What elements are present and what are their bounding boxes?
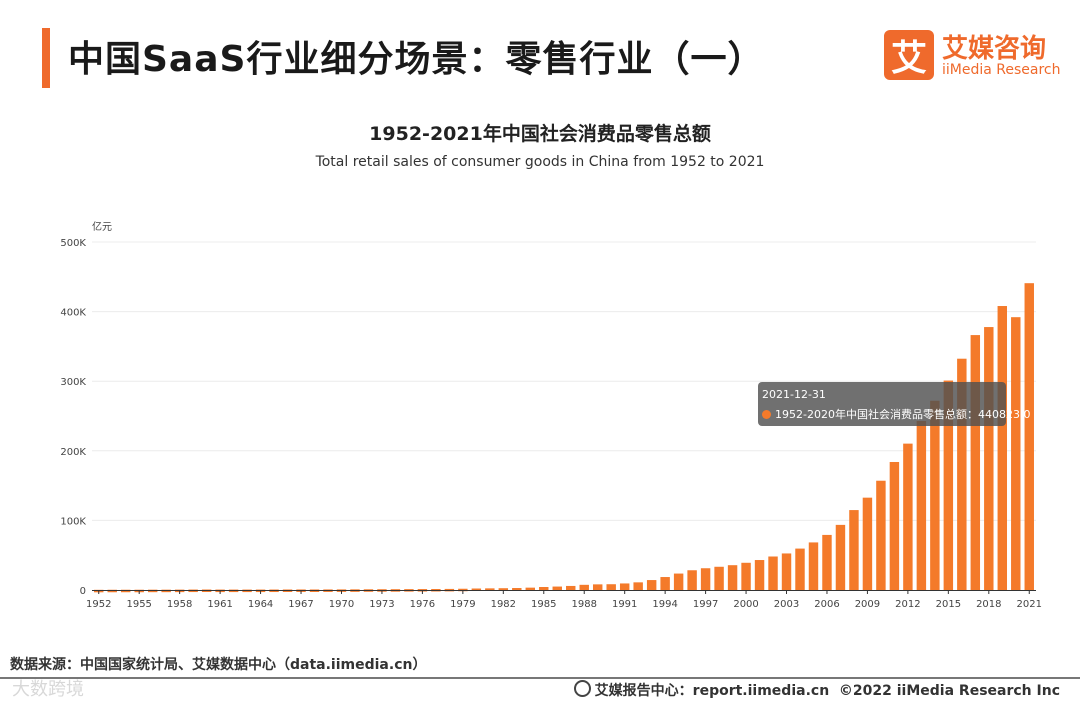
x-tick-label: 2003: [774, 599, 799, 610]
globe-icon: [573, 680, 591, 697]
bar-1983[interactable]: [512, 588, 522, 591]
x-axis-ticks: 1952 1955 1958 1961 1964 1967 1970 1973 1976 1979…: [86, 590, 1042, 610]
data-source-note: 数据来源：中国国家统计局、艾媒数据中心（data.iimedia.cn）: [10, 657, 427, 673]
bar-2016[interactable]: [957, 358, 967, 590]
logo-mark-icon: 艾: [884, 30, 934, 80]
logo-english-name: iiMedia Research: [942, 62, 1061, 78]
footer-credits: 艾媒报告中心：report.iimedia.cn ©2022 iiMedia R…: [573, 680, 1060, 700]
bar-1987[interactable]: [566, 585, 576, 590]
x-tick-label: 1997: [693, 599, 718, 610]
y-tick-label: 0: [80, 586, 86, 597]
x-tick-label: 1994: [652, 599, 677, 610]
bar-1984[interactable]: [525, 587, 536, 591]
bar-1993[interactable]: [646, 580, 657, 590]
bar-1953[interactable]: [107, 589, 117, 593]
footer-divider: [0, 677, 1080, 679]
chart-subtitle: Total retail sales of consumer goods in …: [315, 154, 765, 170]
x-tick-label: 2009: [855, 599, 880, 610]
bar-2010[interactable]: [876, 480, 886, 590]
bar-2014[interactable]: [930, 400, 940, 590]
x-tick-label: 1967: [288, 599, 313, 610]
bar-2021[interactable]: [1024, 283, 1034, 590]
chart-title: 1952-2021年中国社会消费品零售总额: [369, 123, 711, 145]
x-tick-label: 1976: [410, 599, 435, 610]
page-title: 中国SaaS行业细分场景：零售行业（一）: [68, 39, 765, 80]
bar-2000[interactable]: [741, 562, 751, 590]
y-tick-label: 500K: [60, 238, 86, 249]
bar-2005[interactable]: [808, 542, 819, 590]
bar-1981[interactable]: [485, 588, 495, 591]
bar-2009[interactable]: [862, 497, 873, 590]
x-tick-label: 2021: [1017, 599, 1042, 610]
bar-1982[interactable]: [498, 588, 509, 591]
footer-copyright: ©2022 iiMedia Research Inc: [838, 683, 1060, 699]
bar-2013[interactable]: [916, 420, 927, 590]
bar-2003[interactable]: [781, 553, 792, 590]
bar-2015[interactable]: [943, 380, 954, 590]
y-axis-ticks: 0 100K 200K 300K 400K 500K: [60, 238, 86, 597]
bar-2002[interactable]: [768, 556, 778, 590]
tooltip-value-line: 1952-2020年中国社会消费品零售总额：440823.0: [762, 406, 1030, 422]
x-tick-label: 1991: [612, 599, 637, 610]
y-tick-label: 200K: [60, 447, 86, 458]
bar-1996[interactable]: [687, 570, 697, 590]
bar-1997[interactable]: [700, 568, 711, 590]
bar-2012[interactable]: [903, 443, 913, 590]
chart-bars: [94, 283, 1034, 593]
bar-1990[interactable]: [606, 584, 616, 590]
bar-1988[interactable]: [579, 584, 589, 590]
x-tick-label: 2018: [976, 599, 1001, 610]
x-tick-label: 1979: [450, 599, 475, 610]
bar-1992[interactable]: [633, 582, 643, 590]
bar-2004[interactable]: [795, 548, 805, 590]
bar-1994[interactable]: [660, 577, 670, 590]
tooltip-value: 1952-2020年中国社会消费品零售总额：440823.0: [775, 408, 1031, 421]
logo-chinese-name: 艾媒咨询: [942, 34, 1047, 64]
bar-1986[interactable]: [552, 586, 562, 590]
bar-1995[interactable]: [673, 573, 684, 590]
chart-tooltip: 2021-12-31 1952-2020年中国社会消费品零售总额：440823.…: [758, 382, 1030, 426]
title-accent-bar: [42, 28, 50, 88]
x-tick-label: 1973: [369, 599, 394, 610]
footer-report-link[interactable]: 艾媒报告中心：report.iimedia.cn: [594, 683, 830, 699]
bar-2018[interactable]: [984, 327, 994, 590]
bar-1991[interactable]: [619, 583, 630, 590]
bar-2020[interactable]: [1011, 317, 1021, 590]
bar-1979[interactable]: [458, 588, 468, 592]
x-tick-label: 1988: [572, 599, 597, 610]
x-tick-label: 1958: [167, 599, 192, 610]
x-tick-label: 1982: [491, 599, 516, 610]
bar-1998[interactable]: [714, 566, 724, 590]
y-tick-label: 300K: [60, 377, 86, 388]
y-axis-unit-label: 亿元: [92, 220, 112, 233]
bar-2011[interactable]: [889, 461, 900, 590]
x-tick-label: 2000: [733, 599, 758, 610]
watermark-text: 大数跨境: [12, 679, 84, 700]
x-tick-label: 1970: [329, 599, 354, 610]
bar-1989[interactable]: [592, 584, 603, 590]
bar-1999[interactable]: [727, 565, 738, 590]
tooltip-series-dot-icon: [762, 410, 771, 419]
x-tick-label: 2012: [895, 599, 920, 610]
x-tick-label: 1964: [248, 599, 273, 610]
bar-2008[interactable]: [849, 510, 859, 590]
x-tick-label: 1985: [531, 599, 556, 610]
bar-2001[interactable]: [754, 560, 765, 590]
x-tick-label: 1952: [86, 599, 111, 610]
y-tick-label: 400K: [60, 308, 86, 319]
iimedia-logo: 艾 艾媒咨询 iiMedia Research: [884, 28, 1061, 84]
x-tick-label: 2006: [814, 599, 839, 610]
bar-2006[interactable]: [822, 534, 832, 590]
y-tick-label: 100K: [60, 516, 86, 527]
bar-2007[interactable]: [835, 524, 846, 590]
x-tick-label: 2015: [936, 599, 961, 610]
bar-1980[interactable]: [471, 588, 482, 592]
bar-2019[interactable]: [997, 306, 1008, 590]
x-tick-label: 1955: [126, 599, 151, 610]
bar-1985[interactable]: [539, 587, 549, 590]
x-tick-label: 1961: [207, 599, 232, 610]
bar-2017[interactable]: [970, 335, 981, 590]
tooltip-date: 2021-12-31: [762, 388, 826, 401]
